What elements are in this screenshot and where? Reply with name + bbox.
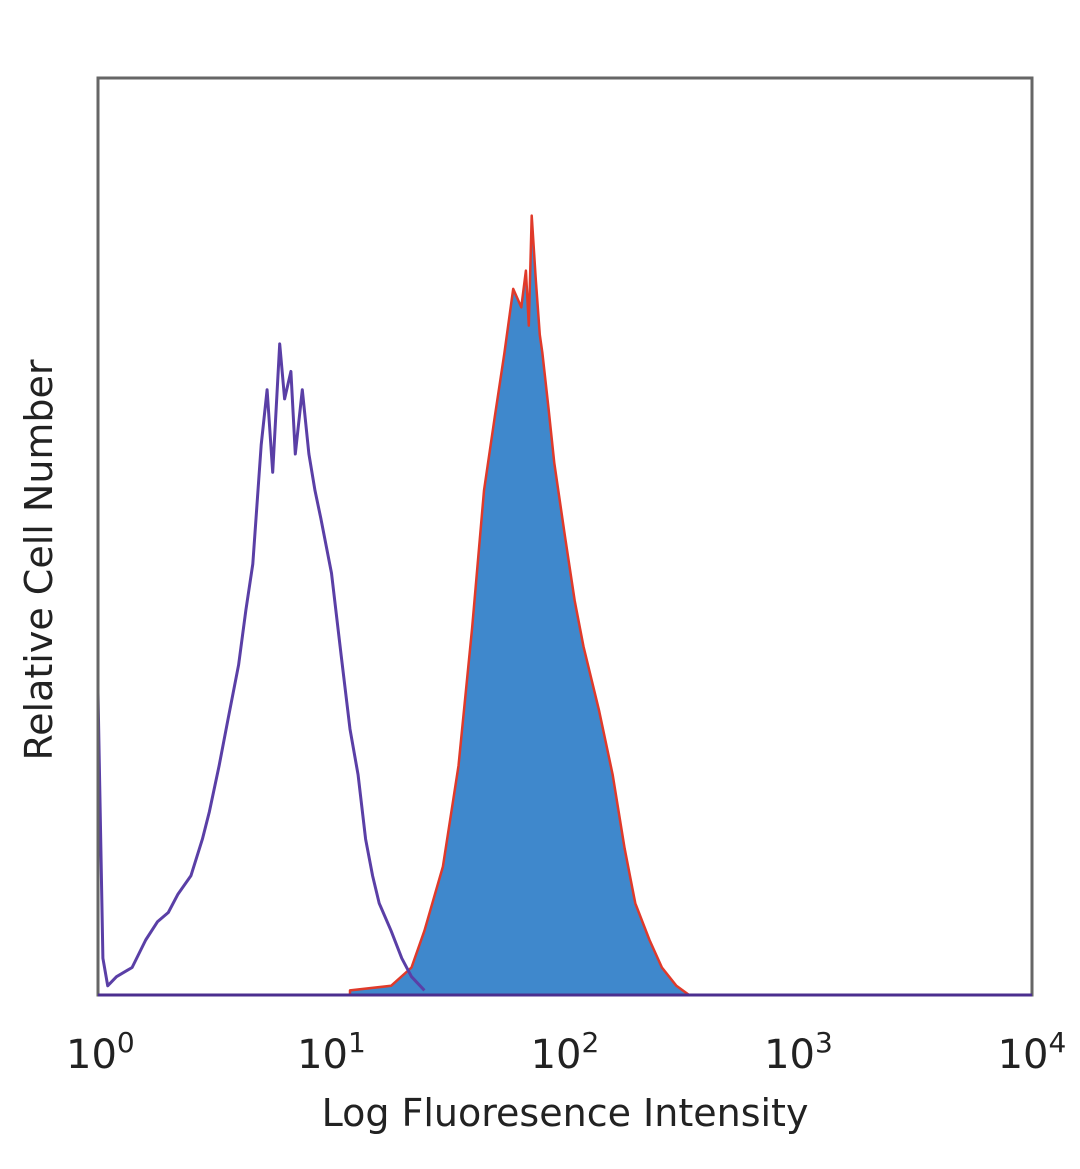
series-layer	[96, 214, 691, 997]
x-tick-label-1: 101	[297, 1026, 366, 1078]
x-tick-labels: 100 101 102 103 104	[66, 1026, 1066, 1078]
x-tick-label-3: 103	[764, 1026, 833, 1078]
series-1-outline-histogram	[96, 342, 426, 992]
x-tick-label-4: 104	[998, 1026, 1067, 1078]
x-tick-label-0: 100	[66, 1026, 135, 1078]
x-axis-label: Log Fluoresence Intensity	[322, 1091, 809, 1135]
x-tick-label-2: 102	[531, 1026, 600, 1078]
y-axis-label: Relative Cell Number	[17, 359, 61, 760]
series-0-filled-histogram	[348, 214, 691, 997]
